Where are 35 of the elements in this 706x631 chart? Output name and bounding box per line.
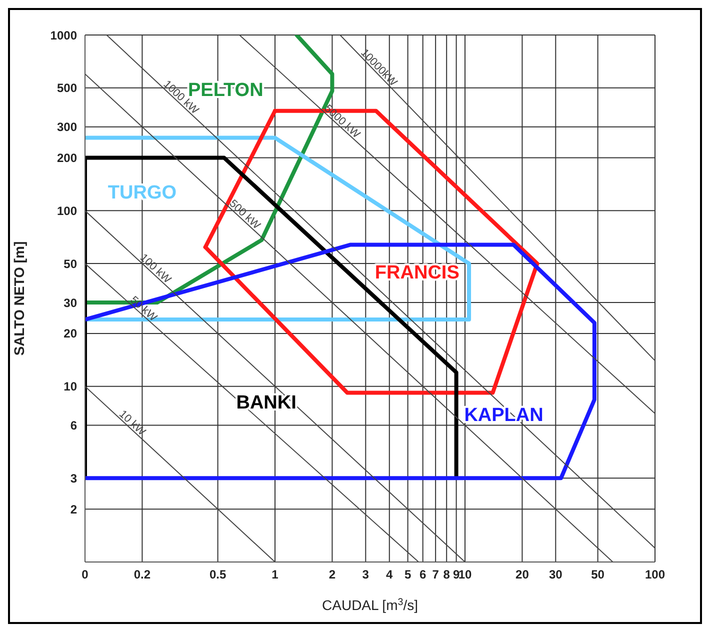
text: 10 kW	[116, 408, 148, 439]
text: 50 kW	[128, 294, 160, 324]
x-tick-label: 0.2	[134, 568, 151, 582]
x-tick-label: 0	[82, 568, 89, 582]
y-tick-label: 2	[70, 502, 78, 516]
y-tick-label: 200	[56, 151, 78, 166]
y-tick-label: 3	[70, 471, 78, 486]
y-tick-label: 6	[70, 418, 78, 433]
text: 100 kW	[138, 252, 174, 286]
y-tick-label: 1000	[50, 28, 78, 42]
x-tick-label: 3	[362, 568, 370, 582]
x-tick-label: 4	[386, 568, 394, 582]
x-tick-label: 1	[272, 568, 279, 582]
x-tick-label: 6	[420, 568, 427, 582]
y-tick-label: 10	[64, 380, 78, 394]
x-tick-label: 30	[548, 568, 563, 582]
y-tick-label: 30	[64, 296, 78, 310]
y-tick-label: 20	[64, 326, 78, 341]
x-tick-label: 50	[591, 568, 605, 582]
y-tick-label: 500	[56, 81, 78, 96]
x-tick-label: 9	[452, 568, 460, 582]
text: 500 kW	[226, 198, 263, 232]
x-tick-label: 5	[404, 568, 412, 582]
x-tick-label: 10	[458, 568, 472, 582]
x-tick-label: 0.5	[209, 568, 226, 582]
x-tick-label: 100	[644, 568, 666, 582]
x-tick-label: 8	[443, 568, 450, 582]
x-axis-title: CAUDAL [m$^{3}$/s]	[322, 596, 418, 613]
x-tick-label: 20	[516, 568, 530, 582]
y-tick-label: 300	[56, 120, 78, 134]
x-tick-label: 7	[432, 568, 440, 582]
y-tick-label: 50	[64, 256, 78, 271]
y-axis-title: SALTO NETO [m]	[11, 241, 27, 356]
x-tick-label: 2	[328, 568, 336, 582]
y-tick-label: 100	[56, 204, 78, 218]
